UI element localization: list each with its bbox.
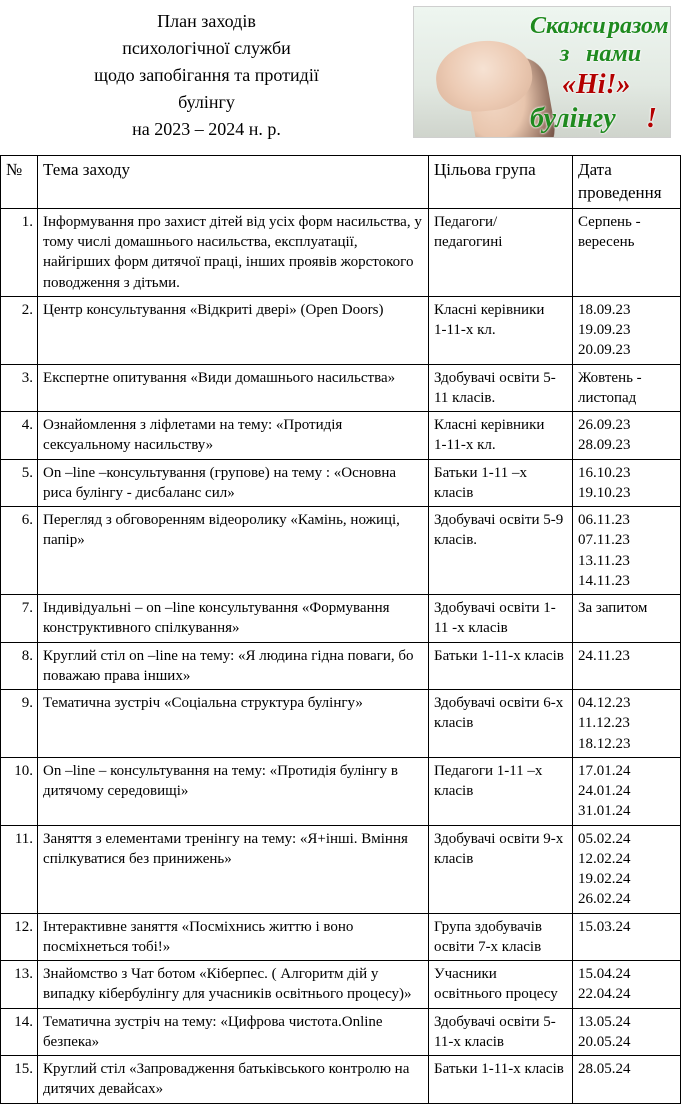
- cell-number: 13.: [1, 961, 38, 1009]
- cell-number: 6.: [1, 507, 38, 595]
- cell-number: 3.: [1, 364, 38, 412]
- banner-word-5: «Ні!»: [562, 69, 630, 101]
- col-header-number: №: [1, 156, 38, 209]
- table-row: 4.Ознайомлення з ліфлетами на тему: «Про…: [1, 412, 681, 460]
- cell-date: Серпень - вересень: [572, 208, 680, 296]
- events-plan-table: № Тема заходу Цільова група Дата проведе…: [0, 155, 681, 1104]
- col-header-date: Дата проведення: [572, 156, 680, 209]
- table-row: 11.Заняття з елементами тренінгу на тему…: [1, 825, 681, 913]
- cell-number: 1.: [1, 208, 38, 296]
- cell-date: 15.03.24: [572, 913, 680, 961]
- table-row: 1.Інформування про захист дітей від усіх…: [1, 208, 681, 296]
- banner-word-4: нами: [586, 41, 641, 68]
- cell-topic: Перегляд з обговоренням відеоролику «Кам…: [38, 507, 429, 595]
- cell-target-group: Здобувачі освіти 1-11 -х класів: [428, 595, 572, 643]
- cell-target-group: Здобувачі освіти 5-11-х класів: [428, 1008, 572, 1056]
- table-row: 13.Знайомство з Чат ботом «Кіберпес. ( А…: [1, 961, 681, 1009]
- cell-date: 15.04.24 22.04.24: [572, 961, 680, 1009]
- banner-word-6: булінгу: [530, 103, 616, 135]
- cell-topic: Заняття з елементами тренінгу на тему: «…: [38, 825, 429, 913]
- cell-number: 15.: [1, 1056, 38, 1104]
- header-line-4: булінгу: [10, 89, 403, 116]
- cell-target-group: Здобувачі освіти 6-х класів: [428, 690, 572, 758]
- cell-topic: Круглий стіл on –line на тему: «Я людина…: [38, 642, 429, 690]
- header-title-block: План заходів психологічної служби щодо з…: [0, 0, 413, 147]
- table-row: 10.On –line – консультування на тему: «П…: [1, 757, 681, 825]
- cell-number: 7.: [1, 595, 38, 643]
- cell-topic: Тематична зустріч «Соціальна структура б…: [38, 690, 429, 758]
- cell-topic: Центр консультування «Відкриті двері» (O…: [38, 296, 429, 364]
- cell-target-group: Здобувачі освіти 5-11 класів.: [428, 364, 572, 412]
- table-row: 8.Круглий стіл on –line на тему: «Я люди…: [1, 642, 681, 690]
- cell-topic: Інформування про захист дітей від усіх ф…: [38, 208, 429, 296]
- table-row: 3.Експертне опитування «Види домашнього …: [1, 364, 681, 412]
- cell-number: 10.: [1, 757, 38, 825]
- banner-word-2: разом: [608, 13, 669, 40]
- table-row: 12.Інтерактивне заняття «Посміхнись житт…: [1, 913, 681, 961]
- cell-target-group: Педагоги 1-11 –х класів: [428, 757, 572, 825]
- cell-date: 28.05.24: [572, 1056, 680, 1104]
- cell-date: 18.09.23 19.09.23 20.09.23: [572, 296, 680, 364]
- cell-topic: On –line – консультування на тему: «Прот…: [38, 757, 429, 825]
- cell-date: 06.11.23 07.11.23 13.11.23 14.11.23: [572, 507, 680, 595]
- cell-target-group: Батьки 1-11-х класів: [428, 1056, 572, 1104]
- cell-number: 4.: [1, 412, 38, 460]
- table-row: 5.On –line –консультування (групове) на …: [1, 459, 681, 507]
- cell-target-group: Класні керівники 1-11-х кл.: [428, 412, 572, 460]
- header-line-5: на 2023 – 2024 н. р.: [10, 116, 403, 143]
- cell-date: 24.11.23: [572, 642, 680, 690]
- header-line-2: психологічної служби: [10, 35, 403, 62]
- table-row: 9. Тематична зустріч «Соціальна структур…: [1, 690, 681, 758]
- cell-number: 8.: [1, 642, 38, 690]
- cell-date: За запитом: [572, 595, 680, 643]
- cell-topic: Інтерактивне заняття «Посміхнись життю і…: [38, 913, 429, 961]
- cell-target-group: Учасники освітнього процесу: [428, 961, 572, 1009]
- table-header-row: № Тема заходу Цільова група Дата проведе…: [1, 156, 681, 209]
- table-row: 7.Індивідуальні – on –line консультуванн…: [1, 595, 681, 643]
- cell-topic: Експертне опитування «Види домашнього на…: [38, 364, 429, 412]
- cell-number: 11.: [1, 825, 38, 913]
- cell-topic: Тематична зустріч на тему: «Цифрова чист…: [38, 1008, 429, 1056]
- table-row: 14.Тематична зустріч на тему: «Цифрова ч…: [1, 1008, 681, 1056]
- cell-number: 5.: [1, 459, 38, 507]
- banner-word-7: !: [646, 103, 657, 135]
- banner-word-3: з: [560, 41, 569, 68]
- page-header: План заходів психологічної служби щодо з…: [0, 0, 681, 147]
- cell-date: 17.01.24 24.01.24 31.01.24: [572, 757, 680, 825]
- cell-topic: Індивідуальні – on –line консультування …: [38, 595, 429, 643]
- cell-number: 12.: [1, 913, 38, 961]
- cell-date: 13.05.24 20.05.24: [572, 1008, 680, 1056]
- cell-number: 14.: [1, 1008, 38, 1056]
- cell-number: 9.: [1, 690, 38, 758]
- banner-word-1: Скажи: [530, 13, 606, 40]
- table-row: 15. Круглий стіл «Запровадження батьківс…: [1, 1056, 681, 1104]
- cell-date: 16.10.23 19.10.23: [572, 459, 680, 507]
- col-header-topic: Тема заходу: [38, 156, 429, 209]
- cell-topic: On –line –консультування (групове) на те…: [38, 459, 429, 507]
- cell-target-group: Батьки 1-11 –х класів: [428, 459, 572, 507]
- cell-target-group: Здобувачі освіти 9-х класів: [428, 825, 572, 913]
- cell-target-group: Педагоги/ педагогині: [428, 208, 572, 296]
- table-row: 6.Перегляд з обговоренням відеоролику «К…: [1, 507, 681, 595]
- header-line-1: План заходів: [10, 8, 403, 35]
- header-line-3: щодо запобігання та протидії: [10, 62, 403, 89]
- col-header-group: Цільова група: [428, 156, 572, 209]
- cell-target-group: Здобувачі освіти 5-9 класів.: [428, 507, 572, 595]
- cell-topic: Ознайомлення з ліфлетами на тему: «Проти…: [38, 412, 429, 460]
- cell-topic: Круглий стіл «Запровадження батьківськог…: [38, 1056, 429, 1104]
- cell-number: 2.: [1, 296, 38, 364]
- cell-date: 26.09.23 28.09.23: [572, 412, 680, 460]
- cell-target-group: Група здобувачів освіти 7-х класів: [428, 913, 572, 961]
- cell-target-group: Класні керівники 1-11-х кл.: [428, 296, 572, 364]
- cell-topic: Знайомство з Чат ботом «Кіберпес. ( Алго…: [38, 961, 429, 1009]
- cell-date: 04.12.23 11.12.23 18.12.23: [572, 690, 680, 758]
- cell-date: 05.02.24 12.02.24 19.02.24 26.02.24: [572, 825, 680, 913]
- anti-bullying-banner-image: Скажи разом з нами «Ні!» булінгу !: [413, 6, 671, 138]
- cell-target-group: Батьки 1-11-х класів: [428, 642, 572, 690]
- table-row: 2.Центр консультування «Відкриті двері» …: [1, 296, 681, 364]
- cell-date: Жовтень - листопад: [572, 364, 680, 412]
